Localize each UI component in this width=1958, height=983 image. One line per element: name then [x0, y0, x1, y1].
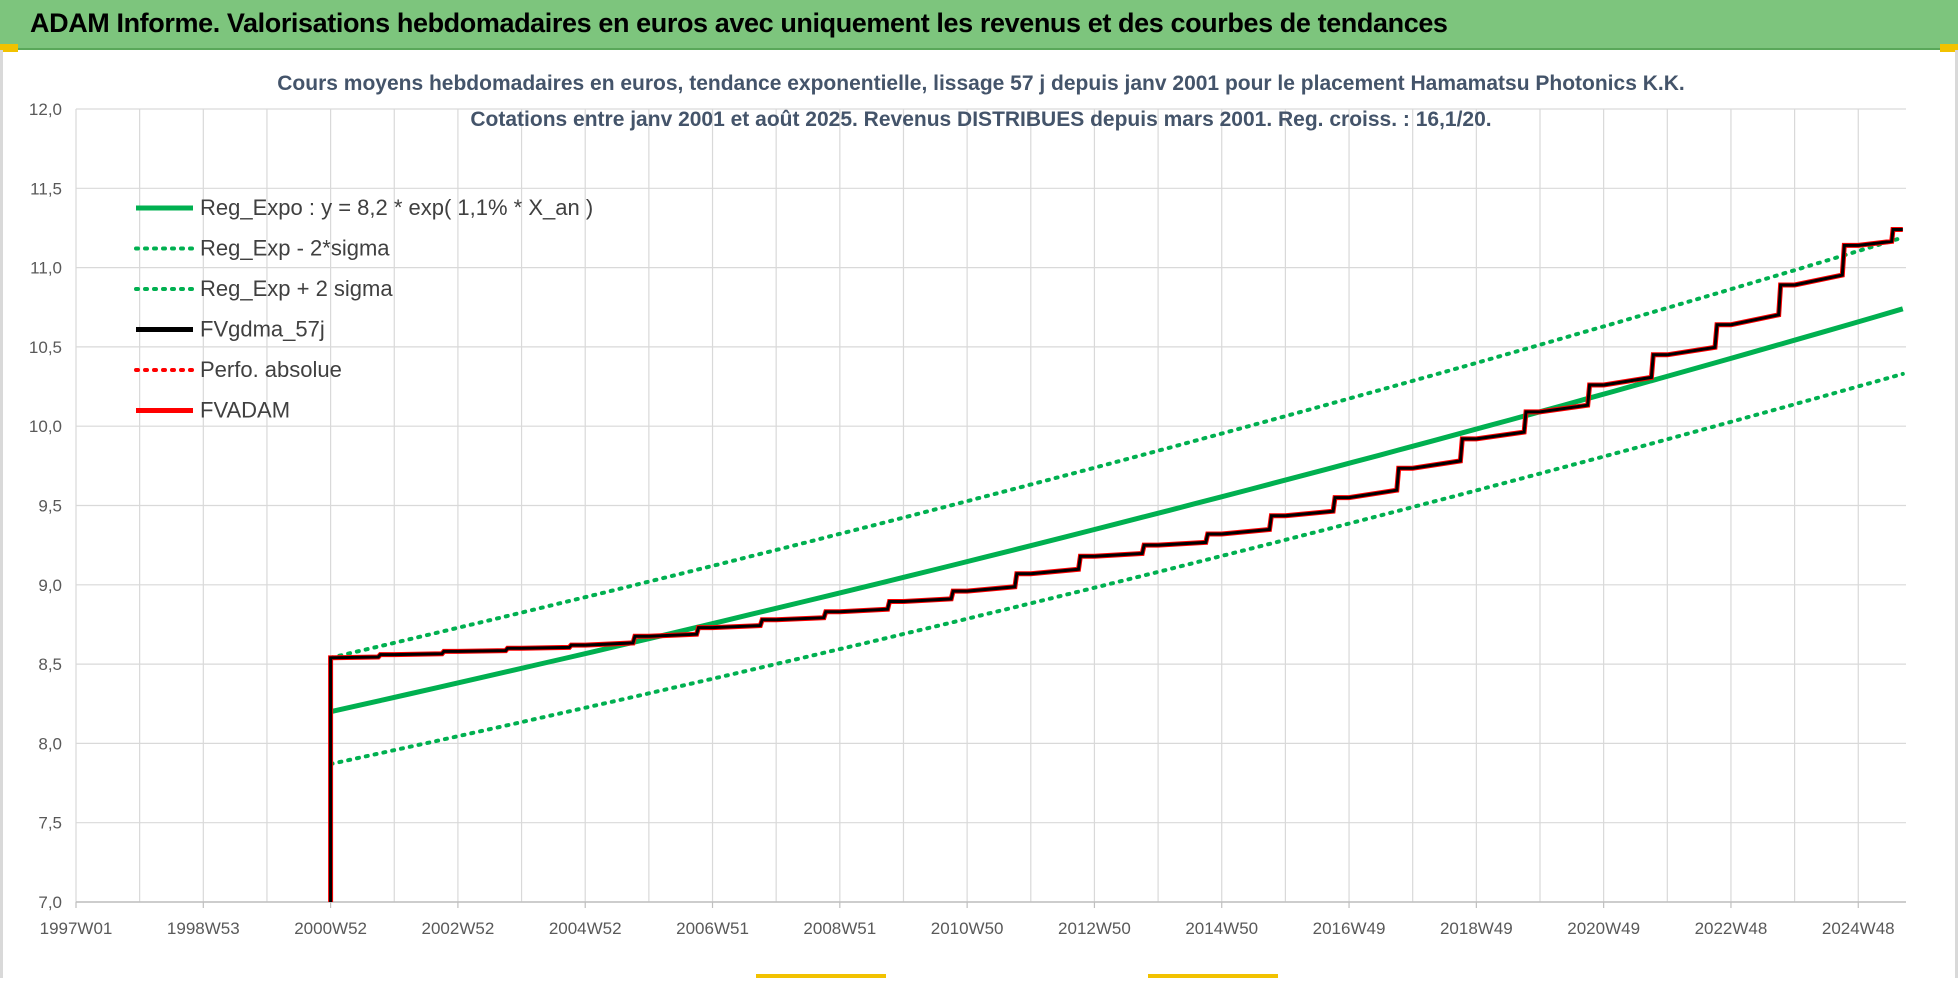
y-tick-label: 11,5 — [30, 179, 62, 198]
y-tick-label: 9,5 — [38, 497, 62, 516]
corner-accent-left — [0, 44, 18, 52]
x-tick-label: 2002W52 — [422, 919, 495, 938]
x-tick-label: 2008W51 — [803, 919, 876, 938]
x-tick-label: 2018W49 — [1440, 919, 1513, 938]
series-line-3 — [329, 228, 1903, 902]
y-tick-label: 10,5 — [29, 338, 62, 357]
y-tick-label: 8,0 — [38, 734, 62, 753]
y-tick-label: 7,0 — [38, 893, 62, 912]
corner-accent-right — [1940, 44, 1958, 52]
legend: Reg_Expo : y = 8,2 * exp( 1,1% * X_an ) R… — [134, 195, 593, 423]
grid — [75, 108, 1906, 903]
y-tick-label: 8,5 — [38, 655, 62, 674]
x-tick-label: 2024W48 — [1822, 919, 1895, 938]
legend-label: Reg_Expo : y = 8,2 * exp( 1,1% * X_an ) — [200, 195, 593, 220]
x-tick-label: 2006W51 — [676, 919, 749, 938]
series-line-1 — [328, 371, 1905, 766]
x-tick-label: 2022W48 — [1695, 919, 1768, 938]
x-tick-label: 2000W52 — [294, 919, 367, 938]
legend-label: Perfo. absolue — [200, 357, 342, 382]
x-tick-label: 2014W50 — [1185, 919, 1258, 938]
line-chart: 7,0 7,5 8,0 8,5 9,0 9,5 10,0 10,5 11,0 11,5 12,0 19… — [29, 72, 1906, 938]
series-line-0 — [330, 306, 1904, 715]
legend-label: Reg_Exp + 2 sigma — [200, 276, 393, 301]
x-tick-label: 1997W01 — [40, 919, 113, 938]
x-tick-label: 2020W49 — [1567, 919, 1640, 938]
axes: 7,0 7,5 8,0 8,5 9,0 9,5 10,0 10,5 11,0 11,5 12,0 19… — [29, 100, 1906, 938]
legend-label: FVADAM — [200, 398, 290, 423]
x-tick-label: 1998W53 — [167, 919, 240, 938]
y-tick-label: 11,0 — [30, 259, 62, 278]
legend-label: Reg_Exp - 2*sigma — [200, 236, 390, 261]
bottom-accent-1 — [756, 974, 886, 978]
chart-frame: 7,0 7,5 8,0 8,5 9,0 9,5 10,0 10,5 11,0 11,5 12,0 19… — [0, 50, 1958, 978]
title-bar: ADAM Informe. Valorisations hebdomadaire… — [0, 0, 1958, 52]
page-title: ADAM Informe. Valorisations hebdomadaire… — [30, 8, 1448, 38]
y-tick-label: 7,5 — [38, 814, 62, 833]
x-tick-label: 2004W52 — [549, 919, 622, 938]
chart-title-line2: Cotations entre janv 2001 et août 2025. … — [470, 108, 1491, 131]
x-tick-label: 2010W50 — [931, 919, 1004, 938]
series-line-2 — [328, 235, 1905, 660]
x-tick-label: 2012W50 — [1058, 919, 1131, 938]
legend-label: FVgdma_57j — [200, 317, 325, 342]
chart-title-line1: Cours moyens hebdomadaires en euros, ten… — [277, 72, 1684, 95]
series — [328, 227, 1905, 902]
y-tick-label: 12,0 — [29, 100, 62, 119]
x-tick-label: 2016W49 — [1313, 919, 1386, 938]
y-tick-label: 9,0 — [38, 576, 62, 595]
y-tick-label: 10,0 — [29, 417, 62, 436]
bottom-accent-2 — [1148, 974, 1278, 978]
